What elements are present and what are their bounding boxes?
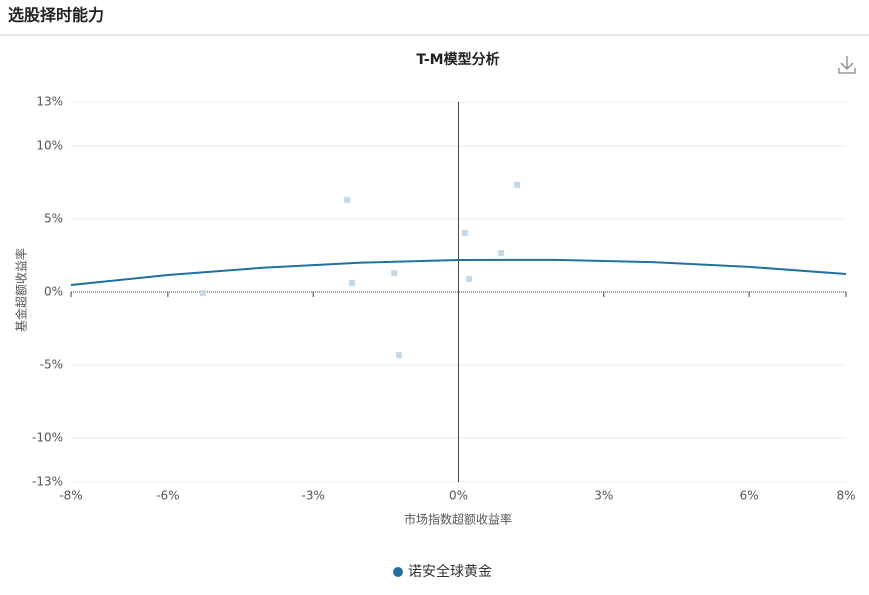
scatter-point [199,290,206,297]
y-tick-label: 0% [44,285,63,299]
x-tick-label: 6% [740,489,759,503]
download-icon[interactable] [838,56,856,74]
scatter-point [395,352,402,359]
scatter-point [461,229,468,236]
legend-label: 诺安全球黄金 [408,563,492,580]
x-tick-label: -3% [302,489,325,503]
scatter-point [514,181,521,188]
scatter-point [348,279,355,286]
fit-line [70,258,847,286]
y-tick-label: 13% [36,95,63,109]
scatter-point [391,270,398,276]
y-tick-label: 10% [36,138,63,152]
scatter-point [466,275,473,282]
y-tick-label: 5% [44,211,63,225]
y-axis-label: 基金超额收益率 [14,248,29,332]
page-title: 选股择时能力 [8,6,104,25]
x-axis-label: 市场指数超额收益率 [404,512,512,527]
y-tick-label: -5% [40,358,63,372]
scatter-point [498,249,505,256]
scatter-point [344,196,351,203]
legend-marker [393,567,403,577]
x-tick-label: 3% [594,489,613,503]
x-tick-label: -6% [156,489,179,503]
x-tick-label: 0% [449,489,468,503]
y-tick-label: -10% [32,431,63,445]
download-glyph [838,56,856,74]
x-tick-label: -8% [59,489,82,503]
y-tick-label: -13% [32,475,63,489]
x-tick-label: 8% [836,489,855,503]
chart-title: T-M模型分析 [416,51,499,68]
